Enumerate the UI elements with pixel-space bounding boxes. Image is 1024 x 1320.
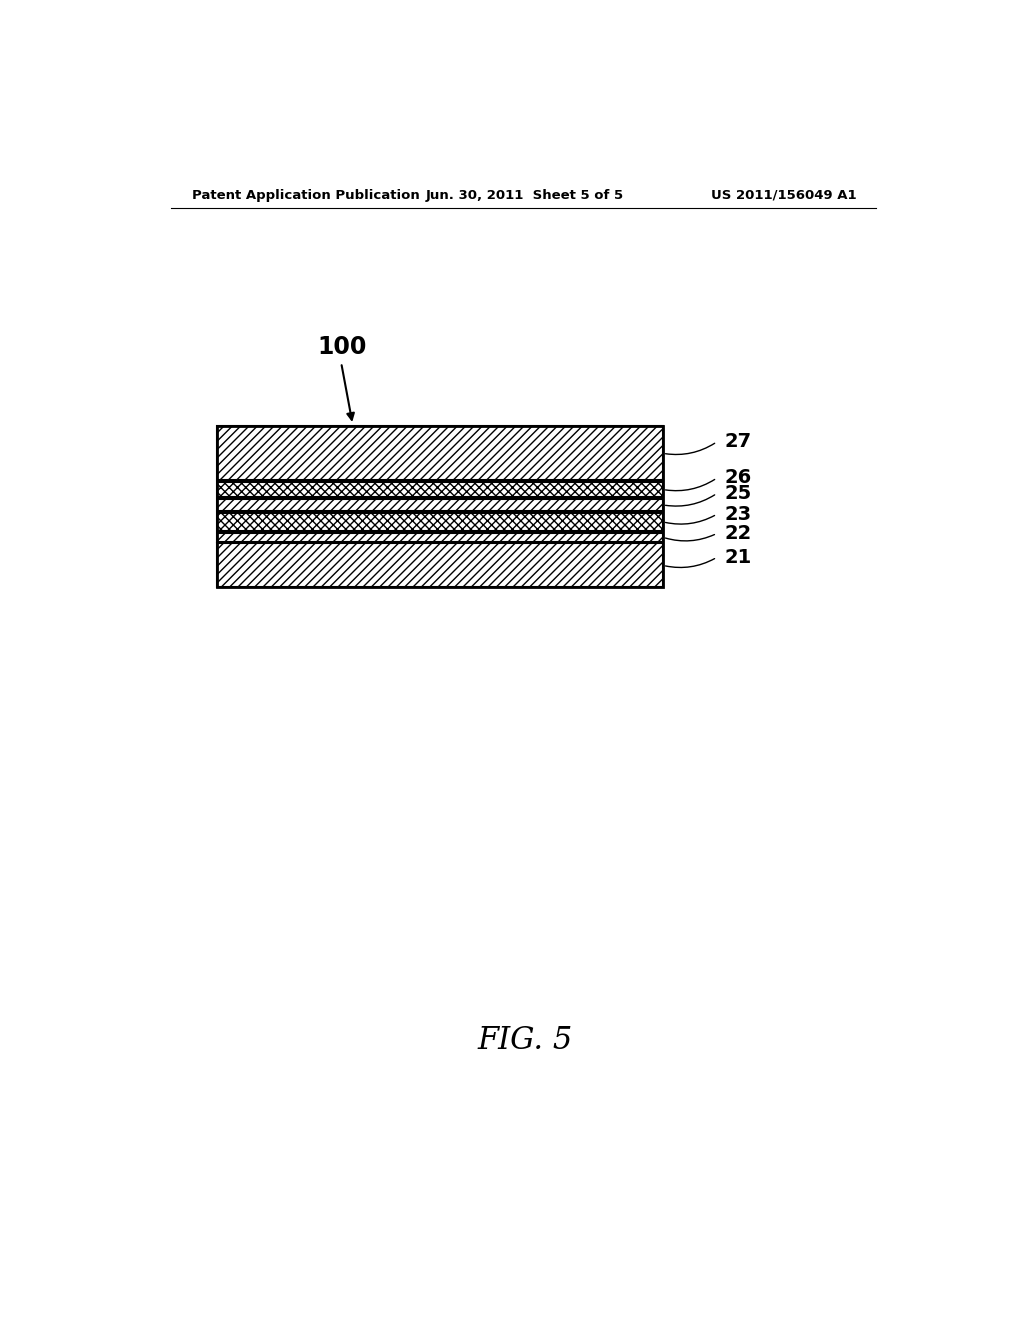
Text: Jun. 30, 2011  Sheet 5 of 5: Jun. 30, 2011 Sheet 5 of 5 [426,189,624,202]
Text: FIG. 5: FIG. 5 [477,1024,572,1056]
Bar [217,499,663,511]
Text: US 2011/156049 A1: US 2011/156049 A1 [711,189,856,202]
Bar [217,426,663,587]
Bar [217,426,663,480]
Text: 25: 25 [725,484,752,503]
Text: 100: 100 [317,335,368,359]
Text: 22: 22 [725,524,752,543]
Bar [217,482,663,498]
Bar [217,512,663,531]
Text: 26: 26 [725,469,752,487]
Bar [217,533,663,543]
Text: Patent Application Publication: Patent Application Publication [191,189,419,202]
Text: 23: 23 [725,504,752,524]
Bar [217,544,663,587]
Text: 27: 27 [725,432,752,451]
Text: 21: 21 [725,548,752,566]
